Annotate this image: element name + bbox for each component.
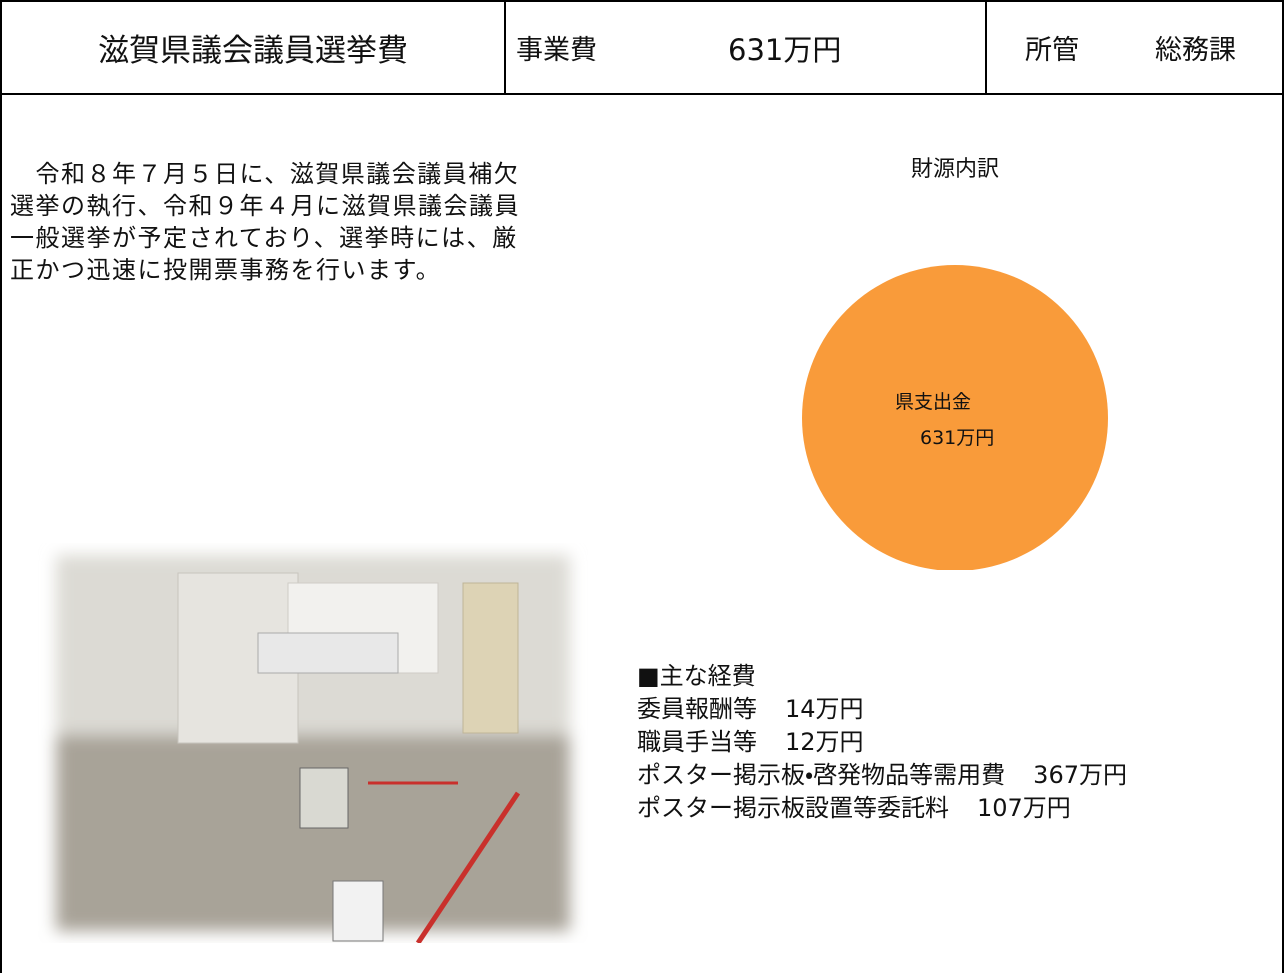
expense-name: 委員報酬等 bbox=[637, 695, 757, 723]
expense-item: ポスター掲示板設置等委託料 107万円 bbox=[637, 792, 1127, 825]
title-cell: 滋賀県議会議員選挙費 bbox=[0, 0, 506, 95]
expense-name: 職員手当等 bbox=[637, 728, 757, 756]
description-line: 一般選挙が予定されており、選挙時には、厳 bbox=[10, 222, 520, 254]
cost-cell: 事業費 631万円 bbox=[504, 0, 987, 95]
expense-amount: 12万円 bbox=[785, 728, 864, 756]
expense-name: ポスター掲示板設置等委託料 bbox=[637, 794, 949, 822]
description-line: 正かつ迅速に投開票事務を行います。 bbox=[10, 254, 520, 286]
expense-item: ポスター掲示板・啓発物品等需用費 367万円 bbox=[637, 759, 1127, 792]
expense-amount: 107万円 bbox=[977, 794, 1071, 822]
expense-item: 職員手当等 12万円 bbox=[637, 726, 1127, 759]
description-line: 選挙の執行、令和９年４月に滋賀県議会議員 bbox=[10, 190, 520, 222]
pie-slice bbox=[802, 265, 1108, 570]
slice-label: 県支出金 bbox=[895, 391, 971, 413]
expenses: ■主な経費委員報酬等 14万円職員手当等 12万円ポスター掲示板・啓発物品等需用費 3… bbox=[637, 660, 1127, 825]
description: 令和８年７月５日に、滋賀県議会議員補欠選挙の執行、令和９年４月に滋賀県議会議員一… bbox=[10, 158, 520, 286]
dept-label: 所管 bbox=[1025, 28, 1079, 67]
chart-title: 財源内訳 bbox=[911, 157, 999, 182]
expense-name: ポスター掲示板・啓発物品等需用費 bbox=[637, 761, 1005, 789]
description-line: 令和８年７月５日に、滋賀県議会議員補欠 bbox=[10, 158, 520, 190]
expense-amount: 367万円 bbox=[1033, 761, 1127, 789]
cost-value: 631万円 bbox=[728, 27, 841, 69]
cost-label: 事業費 bbox=[516, 28, 597, 67]
dept-cell: 所管 総務課 bbox=[985, 0, 1284, 95]
pie-chart: 財源内訳 県支出金 631万円 bbox=[640, 150, 1280, 570]
expenses-heading: ■主な経費 bbox=[637, 660, 1127, 693]
photo bbox=[38, 543, 588, 943]
expense-amount: 14万円 bbox=[785, 695, 864, 723]
slice-value: 631万円 bbox=[920, 427, 994, 449]
dept-value: 総務課 bbox=[1155, 28, 1236, 67]
page: 滋賀県議会議員選挙費 事業費 631万円 所管 総務課 令和８年７月５日に、滋賀… bbox=[0, 0, 1284, 967]
title: 滋賀県議会議員選挙費 bbox=[98, 25, 408, 70]
expense-item: 委員報酬等 14万円 bbox=[637, 693, 1127, 726]
